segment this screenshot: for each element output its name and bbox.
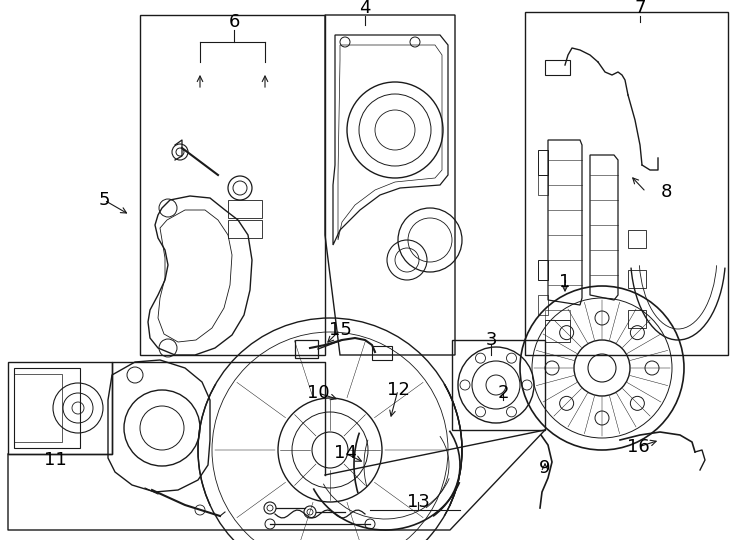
Text: 6: 6 — [228, 13, 240, 31]
Text: 16: 16 — [627, 438, 650, 456]
Text: 4: 4 — [359, 0, 371, 17]
Text: 13: 13 — [407, 493, 429, 511]
Text: 15: 15 — [329, 321, 352, 339]
Text: 8: 8 — [661, 183, 672, 201]
Text: 1: 1 — [559, 273, 571, 291]
Text: 14: 14 — [333, 444, 357, 462]
Text: 2: 2 — [497, 384, 509, 402]
Text: 11: 11 — [43, 451, 66, 469]
Text: 7: 7 — [634, 0, 646, 17]
Text: 12: 12 — [387, 381, 410, 399]
Text: 3: 3 — [485, 331, 497, 349]
Text: 9: 9 — [539, 459, 550, 477]
Text: 10: 10 — [307, 384, 330, 402]
Text: 5: 5 — [98, 191, 110, 209]
